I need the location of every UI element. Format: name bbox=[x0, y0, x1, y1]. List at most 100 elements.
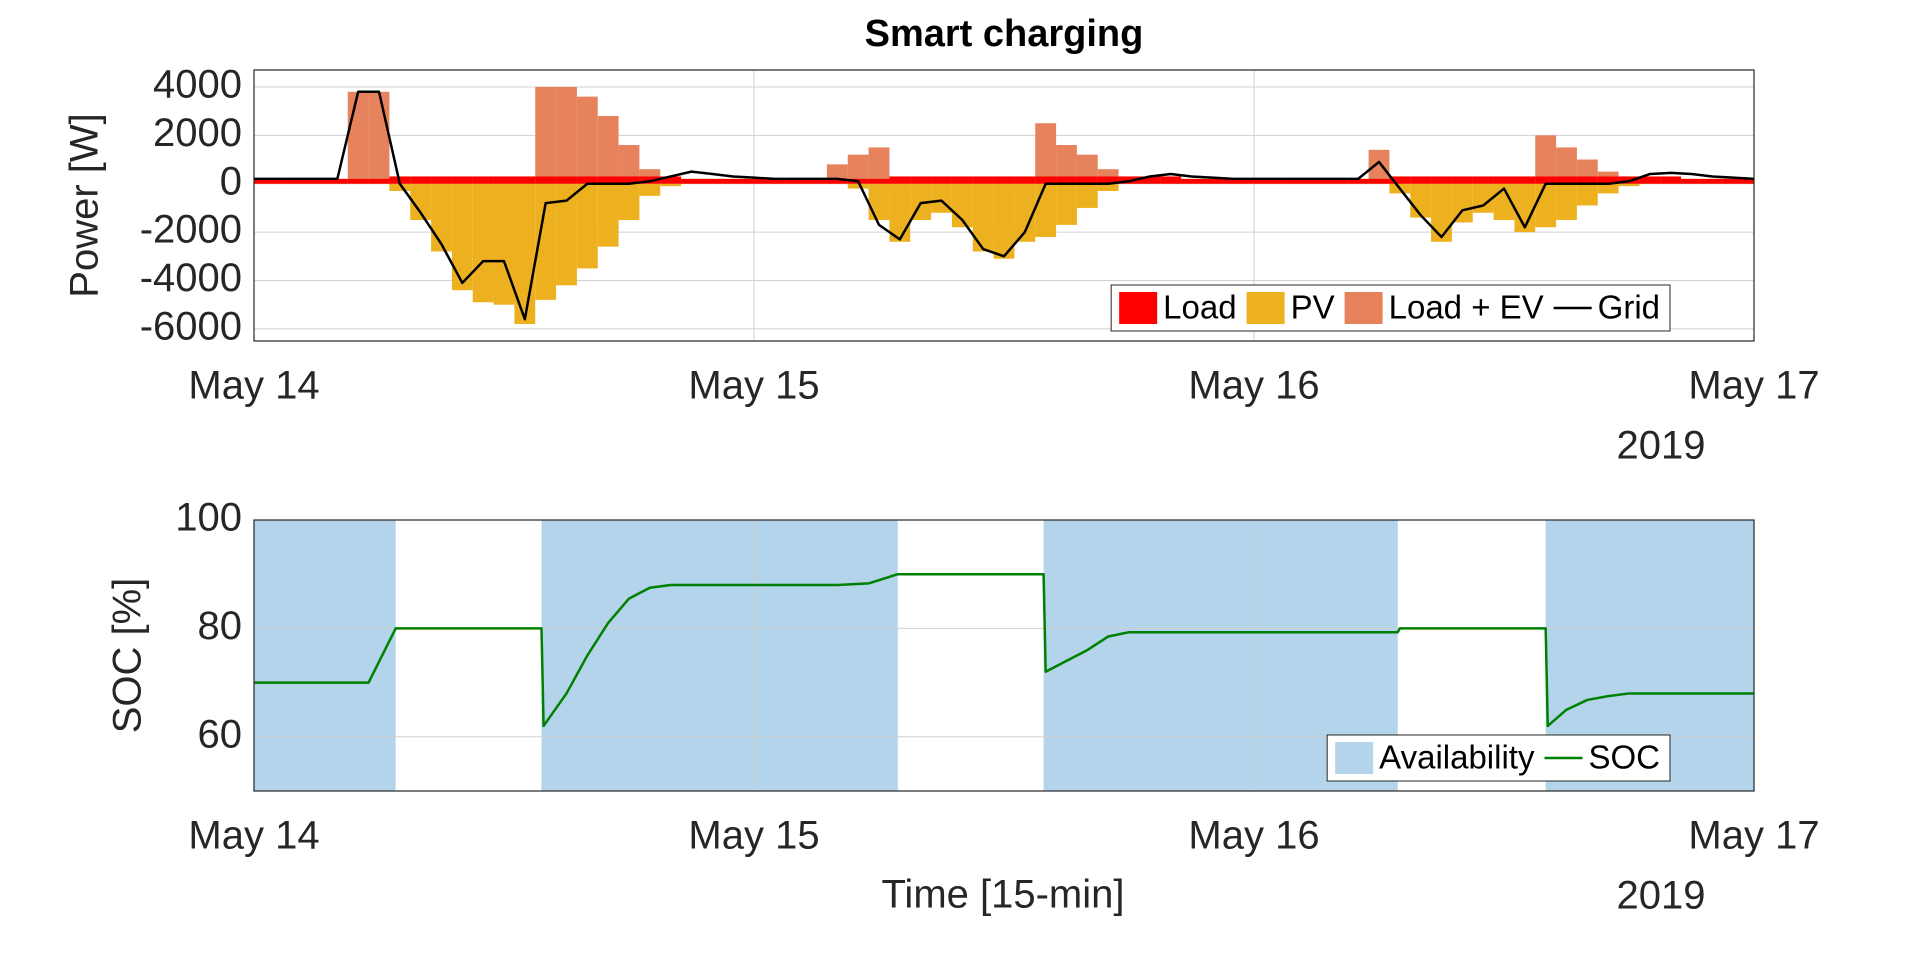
bar bbox=[535, 86, 557, 184]
legend-label: Load + EV bbox=[1389, 289, 1544, 326]
y-tick-label: 4000 bbox=[153, 63, 242, 107]
bar bbox=[1264, 178, 1286, 184]
x-year-label: 2019 bbox=[1617, 874, 1706, 918]
bar bbox=[347, 178, 369, 184]
bar bbox=[1597, 183, 1619, 194]
bar bbox=[576, 176, 598, 184]
bar bbox=[514, 176, 536, 184]
y-tick-label: 2000 bbox=[153, 111, 242, 155]
bar bbox=[868, 183, 890, 221]
y-tick-label: -6000 bbox=[140, 304, 242, 348]
y-axis-label: SOC [%] bbox=[106, 578, 150, 734]
bar bbox=[1368, 149, 1390, 184]
bar bbox=[1368, 178, 1390, 184]
bar bbox=[1556, 176, 1577, 184]
bar bbox=[1035, 176, 1057, 184]
bar bbox=[1014, 183, 1036, 242]
bar bbox=[535, 176, 557, 184]
bar bbox=[764, 178, 786, 184]
bar bbox=[1660, 176, 1682, 184]
bar bbox=[889, 176, 911, 184]
legend-box bbox=[1326, 734, 1671, 782]
bar bbox=[389, 183, 411, 191]
bar bbox=[410, 176, 432, 184]
bar bbox=[1451, 176, 1473, 184]
bar bbox=[618, 145, 640, 184]
plot-area bbox=[254, 520, 1754, 791]
bar bbox=[1472, 176, 1494, 184]
bar bbox=[1097, 176, 1119, 184]
bar bbox=[576, 96, 598, 184]
bar bbox=[1514, 176, 1536, 184]
bar bbox=[1243, 178, 1265, 184]
bar bbox=[1222, 178, 1244, 184]
bar bbox=[1076, 176, 1098, 184]
axes-box bbox=[253, 69, 1755, 342]
bar bbox=[1451, 183, 1473, 223]
bar bbox=[889, 183, 911, 242]
bar bbox=[1431, 183, 1452, 242]
x-tick-label: May 14 bbox=[188, 814, 319, 858]
bar bbox=[472, 183, 494, 303]
y-tick-label: 0 bbox=[220, 159, 242, 203]
bar bbox=[493, 176, 515, 184]
bar bbox=[1076, 183, 1098, 208]
bar bbox=[1181, 178, 1202, 184]
legend-symbol bbox=[1335, 742, 1374, 774]
legend: Availability SOC bbox=[1326, 734, 1671, 782]
bar bbox=[1056, 145, 1077, 184]
bar bbox=[931, 176, 952, 184]
bar bbox=[826, 178, 848, 184]
bar bbox=[847, 183, 869, 189]
bar bbox=[451, 176, 473, 184]
bar bbox=[597, 183, 619, 247]
availability-span bbox=[541, 520, 898, 791]
bar bbox=[1701, 178, 1723, 184]
bar bbox=[1097, 183, 1119, 191]
bar bbox=[681, 178, 702, 184]
bar bbox=[410, 183, 432, 221]
bar bbox=[1535, 183, 1557, 228]
legend-label: PV bbox=[1291, 289, 1335, 326]
bar bbox=[576, 183, 598, 269]
x-tick-label: May 16 bbox=[1188, 364, 1319, 408]
bar bbox=[1056, 176, 1077, 184]
legend-symbol bbox=[1344, 292, 1383, 324]
bar bbox=[618, 176, 640, 184]
y-tick-label: -4000 bbox=[140, 256, 242, 300]
bar bbox=[556, 176, 577, 184]
x-axis-label: Time [15-min] bbox=[881, 873, 1124, 917]
bar bbox=[368, 91, 390, 184]
legend-symbol bbox=[1119, 292, 1158, 324]
bar bbox=[785, 178, 807, 184]
bar bbox=[1639, 176, 1661, 184]
legend-label: Load bbox=[1163, 289, 1236, 326]
bar bbox=[1285, 178, 1307, 184]
bar bbox=[1347, 178, 1369, 184]
x-tick-label: May 14 bbox=[188, 364, 319, 408]
bar bbox=[535, 183, 557, 300]
x-tick-label: May 17 bbox=[1688, 814, 1819, 858]
bar bbox=[1556, 183, 1577, 221]
bar bbox=[254, 178, 265, 184]
x-year-label: 2019 bbox=[1617, 424, 1706, 468]
bar bbox=[1139, 176, 1161, 184]
bar bbox=[1056, 183, 1077, 225]
bar bbox=[431, 183, 452, 252]
bar bbox=[514, 183, 536, 325]
legend: Load PV Load + EV Grid bbox=[1110, 284, 1671, 332]
bar bbox=[285, 178, 307, 184]
x-tick-label: May 15 bbox=[688, 814, 819, 858]
bar bbox=[1410, 183, 1432, 218]
y-tick-label: 60 bbox=[198, 712, 243, 756]
y-axis-label: Power [W] bbox=[63, 113, 107, 297]
bar bbox=[639, 183, 661, 196]
bar bbox=[1618, 183, 1640, 187]
bar bbox=[660, 183, 682, 187]
bar bbox=[868, 178, 890, 184]
bar bbox=[347, 91, 369, 184]
x-tick-label: May 16 bbox=[1188, 814, 1319, 858]
bar bbox=[326, 178, 348, 184]
legend-symbol bbox=[1246, 292, 1285, 324]
